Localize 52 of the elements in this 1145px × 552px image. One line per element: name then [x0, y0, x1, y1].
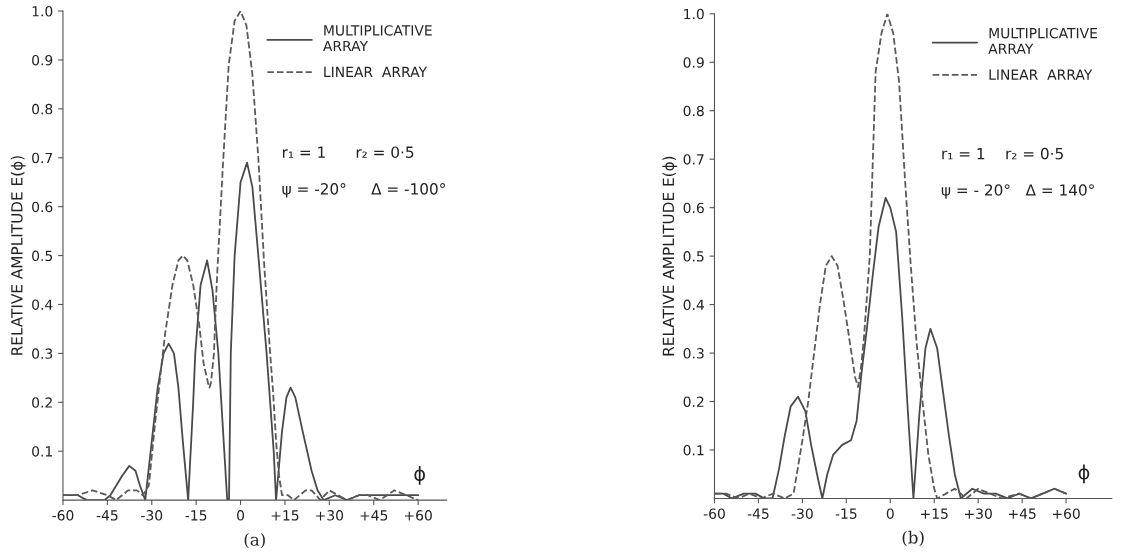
y-tick-label: 1.0	[32, 6, 53, 17]
legend-label: LINEAR ARRAY	[989, 69, 1093, 80]
x-tick-label: -45	[747, 508, 769, 519]
y-axis-title: RELATIVE AMPLITUDE E(ϕ)	[662, 156, 678, 356]
y-tick-label: 0.4	[683, 299, 704, 311]
x-tick-label: +15	[921, 508, 948, 519]
y-axis-title: RELATIVE AMPLITUDE E(ϕ)	[10, 156, 26, 355]
x-tick-label: +45	[360, 510, 388, 521]
y-tick-label: 0.7	[683, 154, 704, 165]
legend-label: MULTIPLICATIVE ARRAY	[988, 27, 1098, 54]
annotation: ψ = - 20° Δ = 140°	[941, 184, 1094, 199]
y-tick-label: 0.6	[683, 202, 704, 214]
y-tick-label: 0.8	[683, 105, 704, 117]
text: (a)	[244, 532, 265, 549]
annotation: r₁ = 1 r₂ = 0·5	[942, 147, 1063, 160]
y-tick-label: 0.2	[32, 397, 52, 408]
legend-label: MULTIPLICATIVE ARRAY	[323, 25, 432, 52]
legend-label: LINEAR ARRAY	[324, 66, 428, 77]
x-tick-label: -30	[791, 508, 813, 519]
y-tick-label: 0.2	[683, 396, 704, 407]
annotation: r₁ = 1 r₂ = 0·5	[283, 146, 414, 158]
x-tick-label: +30	[965, 508, 992, 519]
x-tick-label: +60	[1052, 508, 1080, 519]
x-tick-label: +15	[271, 510, 299, 521]
y-tick-label: 1.0	[684, 8, 704, 20]
y-tick-label: 0.6	[32, 201, 53, 213]
y-tick-label: 0.9	[32, 54, 53, 66]
y-tick-label: 0.7	[32, 152, 53, 164]
x-tick-label: -30	[141, 510, 163, 521]
y-tick-label: 0.4	[32, 299, 53, 310]
y-tick-label: 0.5	[32, 250, 53, 262]
x-tick-label: 0	[237, 510, 245, 521]
y-tick-label: 0.1	[32, 446, 52, 457]
x-tick-label: +45	[1008, 508, 1036, 519]
x-tick-label: -15	[835, 508, 857, 519]
x-tick-label: -45	[96, 510, 118, 521]
x-tick-label: -60	[52, 510, 74, 521]
text: (b)	[902, 530, 924, 547]
x-tick-label: -15	[185, 510, 207, 521]
x-axis-title: ϕ	[414, 465, 425, 485]
x-tick-label: -60	[703, 508, 725, 519]
y-tick-label: 0.1	[683, 444, 704, 456]
x-tick-label: +60	[404, 510, 432, 521]
x-axis-title: ϕ	[1078, 464, 1090, 484]
x-tick-label: +30	[316, 510, 344, 521]
y-tick-label: 0.3	[32, 348, 53, 359]
x-tick-label: 0	[886, 508, 894, 519]
y-tick-label: 0.8	[32, 103, 53, 115]
y-tick-label: 0.5	[683, 251, 704, 262]
annotation: ψ = -20° Δ = -100°	[282, 183, 445, 198]
y-tick-label: 0.9	[683, 57, 704, 68]
y-tick-label: 0.3	[683, 348, 704, 359]
